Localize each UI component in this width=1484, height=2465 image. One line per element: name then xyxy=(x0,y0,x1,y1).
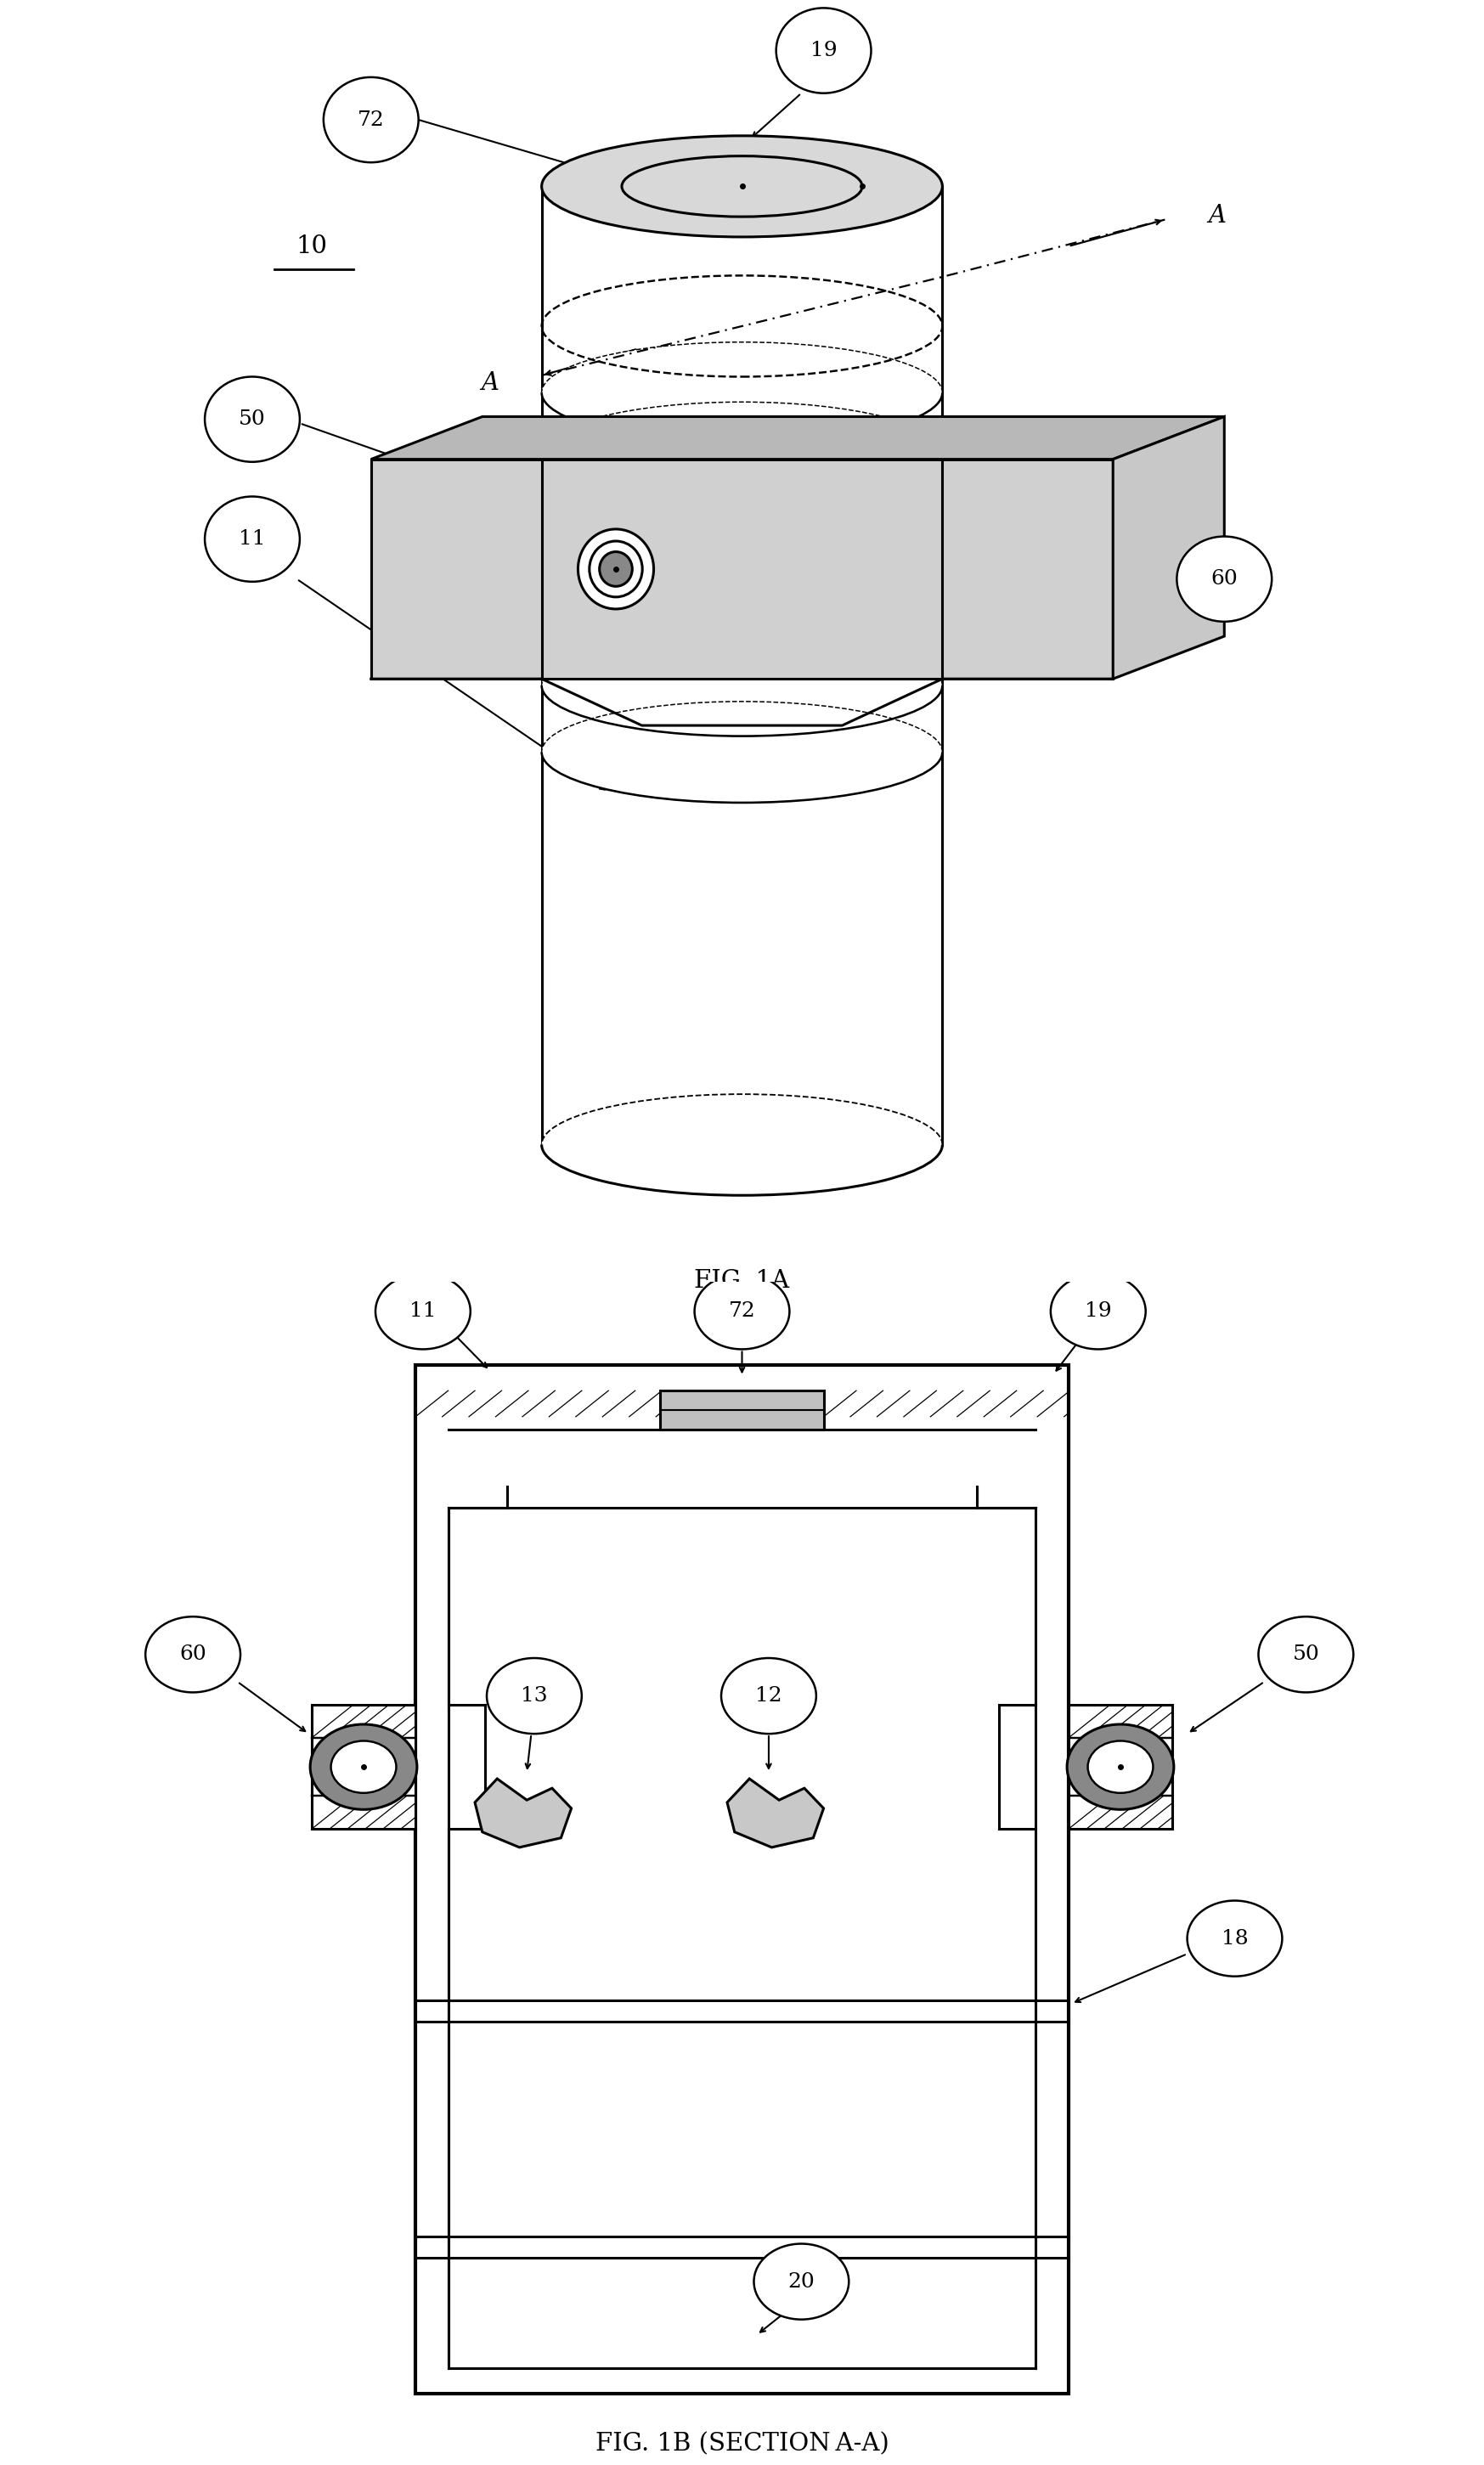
Circle shape xyxy=(721,1659,816,1733)
Polygon shape xyxy=(371,417,1224,458)
Text: 13: 13 xyxy=(521,1686,548,1706)
Text: 11: 11 xyxy=(239,530,266,550)
Text: 11: 11 xyxy=(410,1302,436,1321)
Circle shape xyxy=(1177,537,1272,621)
Ellipse shape xyxy=(542,1094,942,1196)
Circle shape xyxy=(776,7,871,94)
Circle shape xyxy=(375,1274,470,1348)
Text: A: A xyxy=(1208,205,1226,227)
Text: 20: 20 xyxy=(788,2273,815,2292)
Text: 12: 12 xyxy=(755,1686,782,1706)
Polygon shape xyxy=(727,1780,824,1846)
Ellipse shape xyxy=(600,552,632,587)
Text: FIG. 1B (SECTION A-A): FIG. 1B (SECTION A-A) xyxy=(595,2433,889,2455)
Text: 10: 10 xyxy=(295,234,328,259)
Text: FIG. 1A: FIG. 1A xyxy=(695,1269,789,1292)
Ellipse shape xyxy=(542,402,942,503)
Text: 50: 50 xyxy=(1293,1644,1319,1664)
Ellipse shape xyxy=(542,636,942,737)
Text: 19: 19 xyxy=(1085,1302,1112,1321)
Polygon shape xyxy=(1113,417,1224,678)
Polygon shape xyxy=(448,2236,1036,2258)
Circle shape xyxy=(1088,1740,1153,1792)
Text: 72: 72 xyxy=(358,111,384,131)
Text: 18: 18 xyxy=(1221,1928,1248,1947)
Circle shape xyxy=(1187,1901,1282,1977)
Circle shape xyxy=(310,1726,417,1809)
Text: 60: 60 xyxy=(180,1644,206,1664)
Text: 50: 50 xyxy=(239,409,266,429)
Circle shape xyxy=(487,1659,582,1733)
Polygon shape xyxy=(448,1999,1036,2021)
Circle shape xyxy=(1067,1726,1174,1809)
Circle shape xyxy=(324,76,418,163)
Circle shape xyxy=(754,2243,849,2320)
Ellipse shape xyxy=(579,530,653,609)
Circle shape xyxy=(205,495,300,582)
Polygon shape xyxy=(1068,1706,1172,1829)
Text: 19: 19 xyxy=(810,42,837,59)
Circle shape xyxy=(1051,1274,1146,1348)
Text: A: A xyxy=(481,372,499,394)
Ellipse shape xyxy=(589,542,643,597)
Ellipse shape xyxy=(622,155,862,217)
Ellipse shape xyxy=(542,136,942,237)
Circle shape xyxy=(331,1740,396,1792)
Circle shape xyxy=(1258,1617,1353,1693)
Polygon shape xyxy=(371,458,1113,678)
Text: 72: 72 xyxy=(729,1302,755,1321)
Circle shape xyxy=(205,377,300,461)
Ellipse shape xyxy=(542,703,942,804)
Polygon shape xyxy=(475,1780,571,1846)
Polygon shape xyxy=(312,1706,416,1829)
Ellipse shape xyxy=(542,343,942,444)
Circle shape xyxy=(145,1617,240,1693)
Polygon shape xyxy=(416,1366,1068,2394)
Circle shape xyxy=(695,1274,789,1348)
Text: 60: 60 xyxy=(1211,569,1238,589)
Polygon shape xyxy=(660,1390,824,1430)
